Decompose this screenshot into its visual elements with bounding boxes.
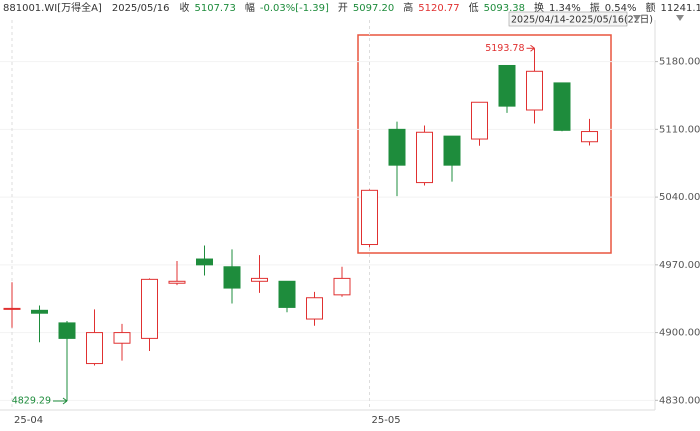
dropdown-icon[interactable] <box>633 15 641 21</box>
header-value: 1.34% <box>549 3 581 14</box>
annotation-arrowhead <box>62 397 68 405</box>
annotation-label: 5193.78 <box>485 43 524 54</box>
y-tick-label: 5040.00 <box>659 192 700 203</box>
x-tick-label: 25-05 <box>372 415 401 426</box>
header-value: 5093.38 <box>484 3 525 14</box>
header: 881001.WI[万得全A] 2025/05/16 收 5107.73 幅 -0.03%… <box>3 1 700 14</box>
header-label: 开 <box>338 3 348 14</box>
candle-body <box>278 280 296 308</box>
annotation-arrowhead <box>530 44 535 52</box>
candle-body <box>251 277 268 282</box>
range-label: 2025/04/14-2025/05/16(22日) <box>511 15 653 26</box>
range-box[interactable] <box>508 11 628 27</box>
dropdown-icon[interactable] <box>676 15 684 21</box>
header-value: 11241.15亿 <box>661 1 700 14</box>
candle-body <box>306 297 323 320</box>
header-value: -0.03%[-1.39] <box>260 3 329 14</box>
header-value: 5097.20 <box>353 3 394 14</box>
header-label: 收 <box>179 1 189 14</box>
y-tick-label: 5180.00 <box>659 57 700 68</box>
candle-body <box>526 70 543 111</box>
candle-body <box>141 278 158 339</box>
candle-body <box>31 309 48 314</box>
highlight-box <box>357 34 612 254</box>
y-tick-label: 5110.00 <box>659 124 700 135</box>
candle-body <box>3 307 21 310</box>
candle-body <box>443 135 461 166</box>
header-label: 881001.WI[万得全A] <box>3 1 102 14</box>
candle-body <box>58 322 76 339</box>
y-tick-label: 4970.00 <box>659 260 700 271</box>
header-label: 额 <box>646 1 656 14</box>
candle-body <box>86 332 103 365</box>
candle-body <box>388 128 406 166</box>
candle-body <box>168 280 186 284</box>
y-tick-label: 4830.00 <box>659 395 700 406</box>
plot: 4830.00 4900.00 4970.00 5040.00 5110.00 5180.… <box>0 20 700 426</box>
header-value: 0.54% <box>605 3 637 14</box>
header-label: 高 <box>403 1 413 14</box>
candle-body <box>581 131 598 143</box>
candle-body <box>471 101 488 140</box>
header-label: 振 <box>590 1 600 14</box>
header-label: 幅 <box>245 1 255 14</box>
candle-body <box>553 82 571 131</box>
candle-body <box>113 332 131 344</box>
candle-body <box>223 266 241 289</box>
header-label: 低 <box>469 1 479 14</box>
y-tick-label: 4900.00 <box>659 328 700 339</box>
header-value: 5107.73 <box>194 3 235 14</box>
x-tick-label: 25-04 <box>14 415 43 426</box>
header-label: 换 <box>534 1 544 14</box>
candle-body <box>196 258 213 266</box>
annotation-label: 4829.29 <box>12 396 51 407</box>
candle-body <box>361 189 378 246</box>
candle-body <box>333 277 351 296</box>
candle-body <box>416 131 433 184</box>
header-value: 5120.77 <box>418 3 459 14</box>
header-label: 2025/05/16 <box>112 3 170 14</box>
candle-body <box>498 64 516 107</box>
